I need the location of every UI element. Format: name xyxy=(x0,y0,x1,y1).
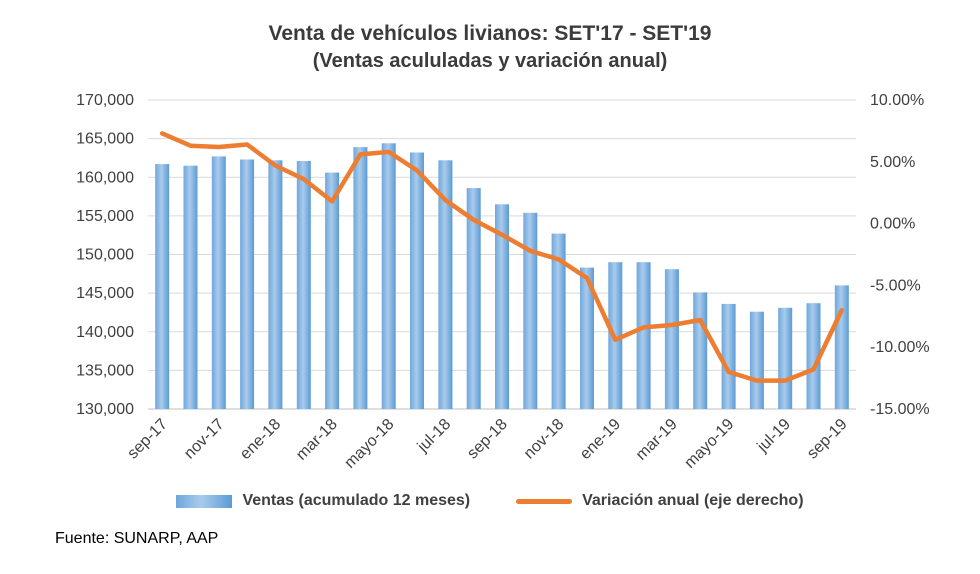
legend-item-ventas: Ventas (acumulado 12 meses) xyxy=(176,492,470,510)
bar xyxy=(693,292,708,409)
right-axis-tick: -15.00% xyxy=(870,401,930,418)
left-axis-tick: 150,000 xyxy=(76,247,134,264)
bar xyxy=(325,172,340,409)
bar xyxy=(438,160,453,409)
x-axis-tick: nov-18 xyxy=(521,416,568,463)
bar xyxy=(523,212,538,409)
x-axis-tick: sep-18 xyxy=(464,416,511,463)
x-axis-tick: jul-18 xyxy=(414,416,454,456)
bar xyxy=(381,143,396,410)
left-axis-tick: 130,000 xyxy=(76,401,134,418)
bar xyxy=(466,188,481,409)
bar xyxy=(268,160,283,409)
legend-label-variacion: Variación anual (eje derecho) xyxy=(582,492,804,509)
bar xyxy=(749,311,764,409)
chart-title: Venta de vehículos livianos: SET'17 - SE… xyxy=(268,22,712,45)
left-axis-tick: 155,000 xyxy=(76,208,134,225)
right-axis-tick: 10.00% xyxy=(870,92,924,109)
bar xyxy=(778,307,793,409)
x-axis-tick: mar-18 xyxy=(293,416,341,464)
bar xyxy=(240,159,255,409)
bar xyxy=(495,204,509,409)
right-axis-tick: 5.00% xyxy=(870,154,915,171)
right-axis-tick: -10.00% xyxy=(870,339,930,356)
bar xyxy=(211,156,226,409)
left-axis-tick: 160,000 xyxy=(76,169,134,186)
right-axis-tick: 0.00% xyxy=(870,216,915,233)
x-axis-tick: sep-17 xyxy=(124,416,171,463)
bar xyxy=(664,269,679,409)
left-axis-tick: 165,000 xyxy=(76,131,134,148)
trend-line xyxy=(159,131,845,383)
source-note: Fuente: SUNARP, AAP xyxy=(55,530,219,547)
left-axis-tick: 140,000 xyxy=(76,324,134,341)
bar xyxy=(183,165,198,409)
x-axis-tick: ene-18 xyxy=(237,416,284,463)
bar xyxy=(296,161,311,409)
x-axis-tick: ene-19 xyxy=(577,416,624,463)
left-axis-tick: 145,000 xyxy=(76,285,134,302)
legend: Ventas (acumulado 12 meses) Variación an… xyxy=(0,492,980,510)
bar xyxy=(551,233,566,409)
x-axis-tick: nov-17 xyxy=(181,416,228,463)
bar xyxy=(580,267,594,409)
x-axis-tick: mar-19 xyxy=(633,416,681,464)
legend-label-ventas: Ventas (acumulado 12 meses) xyxy=(242,492,471,509)
chart-title-block: Venta de vehículos livianos: SET'17 - SE… xyxy=(0,20,980,75)
bar xyxy=(806,303,821,409)
left-axis-tick: 135,000 xyxy=(76,362,134,379)
x-axis-tick: sep-19 xyxy=(804,416,851,463)
bar xyxy=(721,303,736,409)
bar xyxy=(155,164,170,409)
bar xyxy=(834,285,849,409)
legend-item-variacion: Variación anual (eje derecho) xyxy=(516,492,804,510)
x-axis-tick: jul-19 xyxy=(754,416,794,456)
bar xyxy=(636,262,651,409)
right-axis-tick: -5.00% xyxy=(870,277,921,294)
bar xyxy=(353,147,368,409)
x-axis-tick: mayo-18 xyxy=(341,416,397,472)
x-axis-tick: mayo-19 xyxy=(681,416,737,472)
bar xyxy=(410,152,424,409)
line-series-swatch xyxy=(516,498,573,504)
chart-subtitle: (Ventas acululadas y variación anual) xyxy=(312,50,668,72)
left-axis-tick: 170,000 xyxy=(76,92,134,109)
bar-series-swatch xyxy=(176,494,233,508)
